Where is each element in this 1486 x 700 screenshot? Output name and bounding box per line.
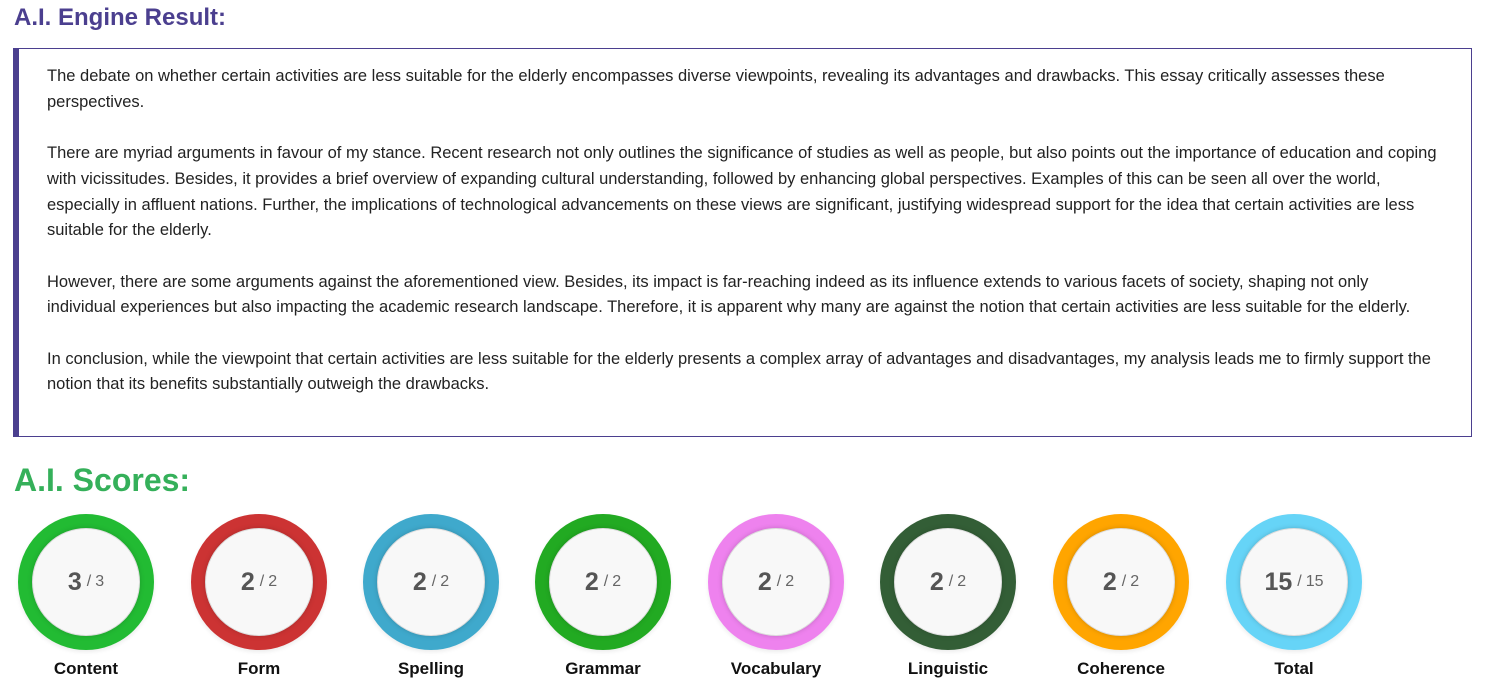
score-ring: 2/2 (535, 514, 671, 650)
score-value-circle: 3/3 (33, 529, 139, 635)
scores-row: 3/3 Content 2/2 Form 2/2 Spelling 2/2 Gr… (0, 514, 1486, 694)
score-label: Coherence (1077, 659, 1165, 678)
score-separator: / (431, 573, 437, 590)
score-max: 2 (785, 573, 795, 590)
score-value-circle: 2/2 (206, 529, 312, 635)
score-max: 2 (1130, 573, 1140, 590)
score-separator: / (86, 573, 92, 590)
score-value-circle: 2/2 (550, 529, 656, 635)
score-ring: 2/2 (1053, 514, 1189, 650)
score-ring: 2/2 (363, 514, 499, 650)
score-value-circle: 2/2 (723, 529, 829, 635)
score-ring: 2/2 (708, 514, 844, 650)
essay-paragraph: There are myriad arguments in favour of … (47, 144, 1437, 240)
score-label: Content (53, 659, 119, 678)
score-ring: 3/3 (18, 514, 154, 650)
score-label: Total (1274, 659, 1314, 678)
score-max: 3 (95, 573, 105, 590)
score-value: 2 (1102, 567, 1117, 596)
score-separator: / (603, 573, 609, 590)
score-ring: 2/2 (880, 514, 1016, 650)
score-form: 2/2 Form (191, 514, 327, 679)
essay-box: The debate on whether certain activities… (13, 48, 1472, 437)
essay-paragraph: However, there are some arguments agains… (47, 272, 1411, 317)
score-spelling: 2/2 Spelling (363, 514, 499, 679)
score-max: 2 (440, 573, 450, 590)
score-value: 2 (757, 567, 772, 596)
score-value: 15 (1264, 567, 1293, 596)
score-value: 2 (412, 567, 427, 596)
score-value-circle: 2/2 (895, 529, 1001, 635)
score-coherence: 2/2 Coherence (1053, 514, 1189, 679)
score-value-circle: 15/15 (1241, 529, 1347, 635)
score-grammar: 2/2 Grammar (535, 514, 671, 679)
score-label: Vocabulary (730, 659, 822, 678)
score-separator: / (776, 573, 782, 590)
score-linguistic: 2/2 Linguistic (880, 514, 1016, 679)
score-value-circle: 2/2 (378, 529, 484, 635)
score-separator: / (259, 573, 265, 590)
score-ring: 2/2 (191, 514, 327, 650)
score-value: 2 (584, 567, 599, 596)
score-max: 2 (268, 573, 278, 590)
score-ring: 15/15 (1226, 514, 1362, 650)
score-value: 2 (929, 567, 944, 596)
score-max: 2 (612, 573, 622, 590)
result-title: A.I. Engine Result: (14, 4, 227, 31)
score-separator: / (1121, 573, 1127, 590)
score-value: 2 (240, 567, 255, 596)
score-label: Grammar (565, 659, 641, 678)
score-vocabulary: 2/2 Vocabulary (708, 514, 844, 679)
score-value: 3 (67, 567, 82, 596)
essay-paragraph: In conclusion, while the viewpoint that … (47, 349, 1431, 394)
score-content: 3/3 Content (18, 514, 154, 679)
score-max: 15 (1305, 573, 1324, 590)
score-total: 15/15 Total (1226, 514, 1362, 679)
score-value-circle: 2/2 (1068, 529, 1174, 635)
score-label: Form (237, 659, 281, 678)
score-label: Spelling (397, 659, 465, 678)
scores-title: A.I. Scores: (14, 462, 191, 498)
score-label: Linguistic (907, 659, 989, 678)
essay-paragraph: The debate on whether certain activities… (47, 67, 1385, 111)
score-separator: / (1297, 573, 1302, 590)
score-max: 2 (957, 573, 967, 590)
score-separator: / (948, 573, 954, 590)
